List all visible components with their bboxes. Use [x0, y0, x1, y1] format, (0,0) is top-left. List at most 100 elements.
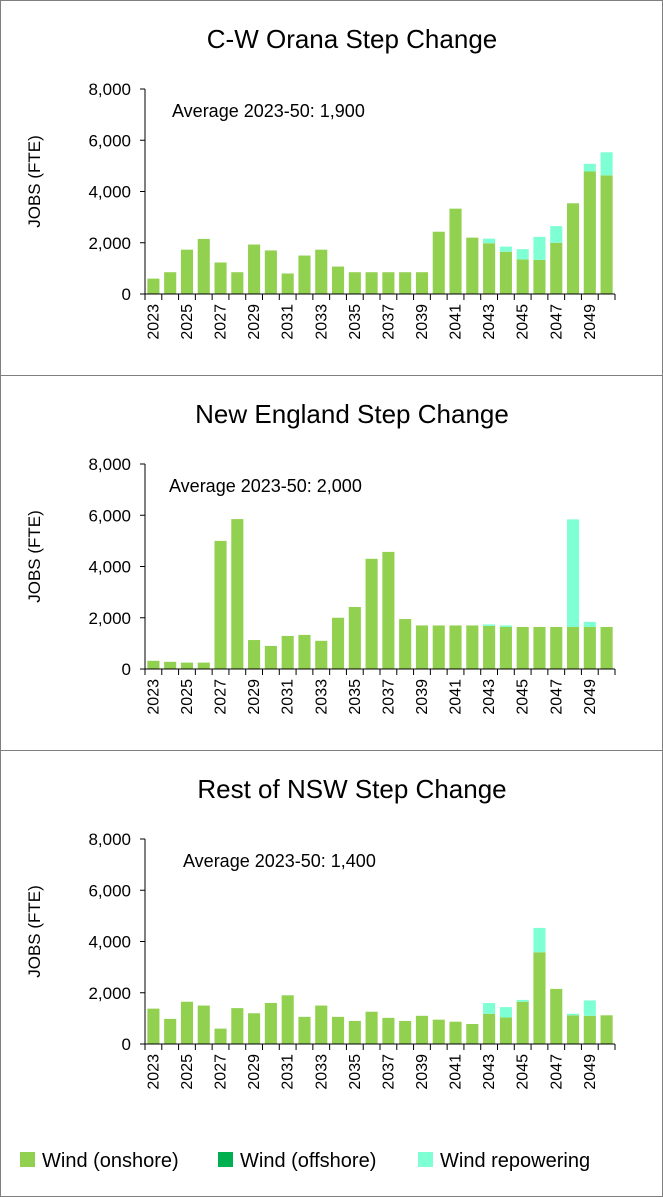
- bar-onshore: [315, 249, 328, 294]
- x-tick-label: 2037: [380, 679, 397, 715]
- bar-onshore: [365, 272, 378, 294]
- x-tick-label: 2041: [448, 679, 465, 715]
- legend-swatch-offshore: [218, 1152, 233, 1167]
- bar-onshore: [164, 661, 177, 669]
- x-tick-label: 2031: [280, 1054, 297, 1090]
- x-tick-label: 2043: [481, 304, 498, 340]
- bar-onshore: [331, 617, 345, 669]
- bar-onshore: [583, 1015, 596, 1044]
- bar-repowering: [483, 238, 496, 244]
- y-tick-label: 6,000: [88, 506, 131, 525]
- y-tick-label: 0: [122, 660, 131, 679]
- chart-panel: Rest of NSW Step Change JOBS (FTE) 0 2,000 4…: [25, 774, 616, 1090]
- x-tick-label: 2025: [179, 304, 196, 340]
- bar-onshore: [180, 662, 194, 669]
- chart-title: C-W Orana Step Change: [207, 24, 497, 54]
- x-tick-label: 2033: [313, 1054, 330, 1090]
- x-tick-label: 2039: [414, 1054, 431, 1090]
- bar-repowering: [583, 163, 596, 172]
- bar-onshore: [600, 175, 613, 294]
- bar-onshore: [147, 278, 160, 295]
- average-annotation: Average 2023-50: 1,900: [172, 101, 365, 121]
- x-tick-label: 2035: [347, 679, 364, 715]
- bar-onshore: [231, 519, 244, 669]
- bar-onshore: [516, 1001, 529, 1044]
- bar-onshore: [231, 1008, 244, 1045]
- x-tick-label: 2029: [246, 304, 263, 340]
- legend-swatch-onshore: [20, 1152, 35, 1167]
- bar-onshore: [365, 1011, 378, 1044]
- bar-onshore: [466, 1024, 479, 1044]
- bar-onshore: [533, 626, 546, 669]
- chart-panel: New England Step Change JOBS (FTE) 0 2,000 4…: [25, 399, 616, 715]
- bar-repowering: [583, 621, 596, 627]
- bar-repowering: [533, 927, 546, 953]
- average-annotation: Average 2023-50: 1,400: [183, 851, 376, 871]
- bar-onshore: [264, 645, 277, 669]
- bar-repowering: [566, 1013, 580, 1016]
- bar-onshore: [499, 251, 512, 294]
- bar-onshore: [147, 660, 160, 669]
- bar-onshore: [264, 250, 277, 294]
- bar-repowering: [499, 246, 512, 252]
- x-tick-label: 2023: [145, 679, 162, 715]
- bar-repowering: [483, 1003, 496, 1014]
- y-tick-label: 0: [122, 285, 131, 304]
- y-tick-label: 8,000: [88, 80, 131, 99]
- bar-onshore: [600, 1015, 613, 1044]
- x-tick-label: 2049: [582, 304, 599, 340]
- x-tick-label: 2041: [448, 1054, 465, 1090]
- bar-onshore: [180, 249, 194, 294]
- y-tick-label: 6,000: [88, 881, 131, 900]
- bar-onshore: [248, 1013, 261, 1044]
- x-tick-label: 2049: [582, 679, 599, 715]
- x-tick-label: 2031: [280, 679, 297, 715]
- bar-onshore: [566, 626, 580, 669]
- bar-repowering: [533, 236, 546, 260]
- bar-onshore: [449, 1021, 462, 1044]
- bar-onshore: [550, 988, 563, 1044]
- y-tick-label: 8,000: [88, 455, 131, 474]
- bar-repowering: [566, 519, 580, 627]
- bar-onshore: [315, 1005, 328, 1044]
- bar-onshore: [483, 625, 496, 669]
- x-tick-label: 2033: [313, 679, 330, 715]
- legend-swatch-repowering: [418, 1152, 433, 1167]
- y-tick-label: 0: [122, 1035, 131, 1054]
- bar-onshore: [432, 1019, 445, 1044]
- y-tick-label: 2,000: [88, 984, 131, 1003]
- bar-onshore: [164, 1018, 177, 1044]
- bar-onshore: [331, 1016, 345, 1044]
- bar-onshore: [315, 640, 328, 669]
- bar-onshore: [197, 238, 210, 294]
- bar-onshore: [248, 244, 261, 294]
- bar-onshore: [449, 208, 462, 294]
- y-tick-label: 4,000: [88, 558, 131, 577]
- bar-onshore: [214, 262, 227, 294]
- y-axis-label: JOBS (FTE): [25, 510, 44, 603]
- bar-onshore: [432, 231, 445, 294]
- bar-onshore: [566, 203, 580, 294]
- bar-onshore: [432, 625, 445, 669]
- bar-onshore: [382, 1017, 395, 1044]
- y-tick-label: 2,000: [88, 609, 131, 628]
- bar-onshore: [600, 626, 613, 669]
- x-tick-label: 2033: [313, 304, 330, 340]
- y-tick-label: 8,000: [88, 830, 131, 849]
- bar-onshore: [382, 272, 395, 294]
- bar-onshore: [164, 272, 177, 294]
- bar-onshore: [147, 1008, 160, 1044]
- x-tick-label: 2025: [179, 1054, 196, 1090]
- bar-onshore: [466, 237, 479, 295]
- bar-onshore: [214, 540, 227, 670]
- bar-onshore: [180, 1001, 194, 1044]
- bar-onshore: [264, 1003, 277, 1044]
- x-tick-label: 2041: [448, 304, 465, 340]
- bar-onshore: [298, 1016, 311, 1044]
- bar-repowering: [499, 1007, 512, 1018]
- bar-onshore: [365, 558, 378, 669]
- x-tick-label: 2039: [414, 304, 431, 340]
- bar-onshore: [248, 640, 261, 669]
- bar-onshore: [415, 625, 429, 669]
